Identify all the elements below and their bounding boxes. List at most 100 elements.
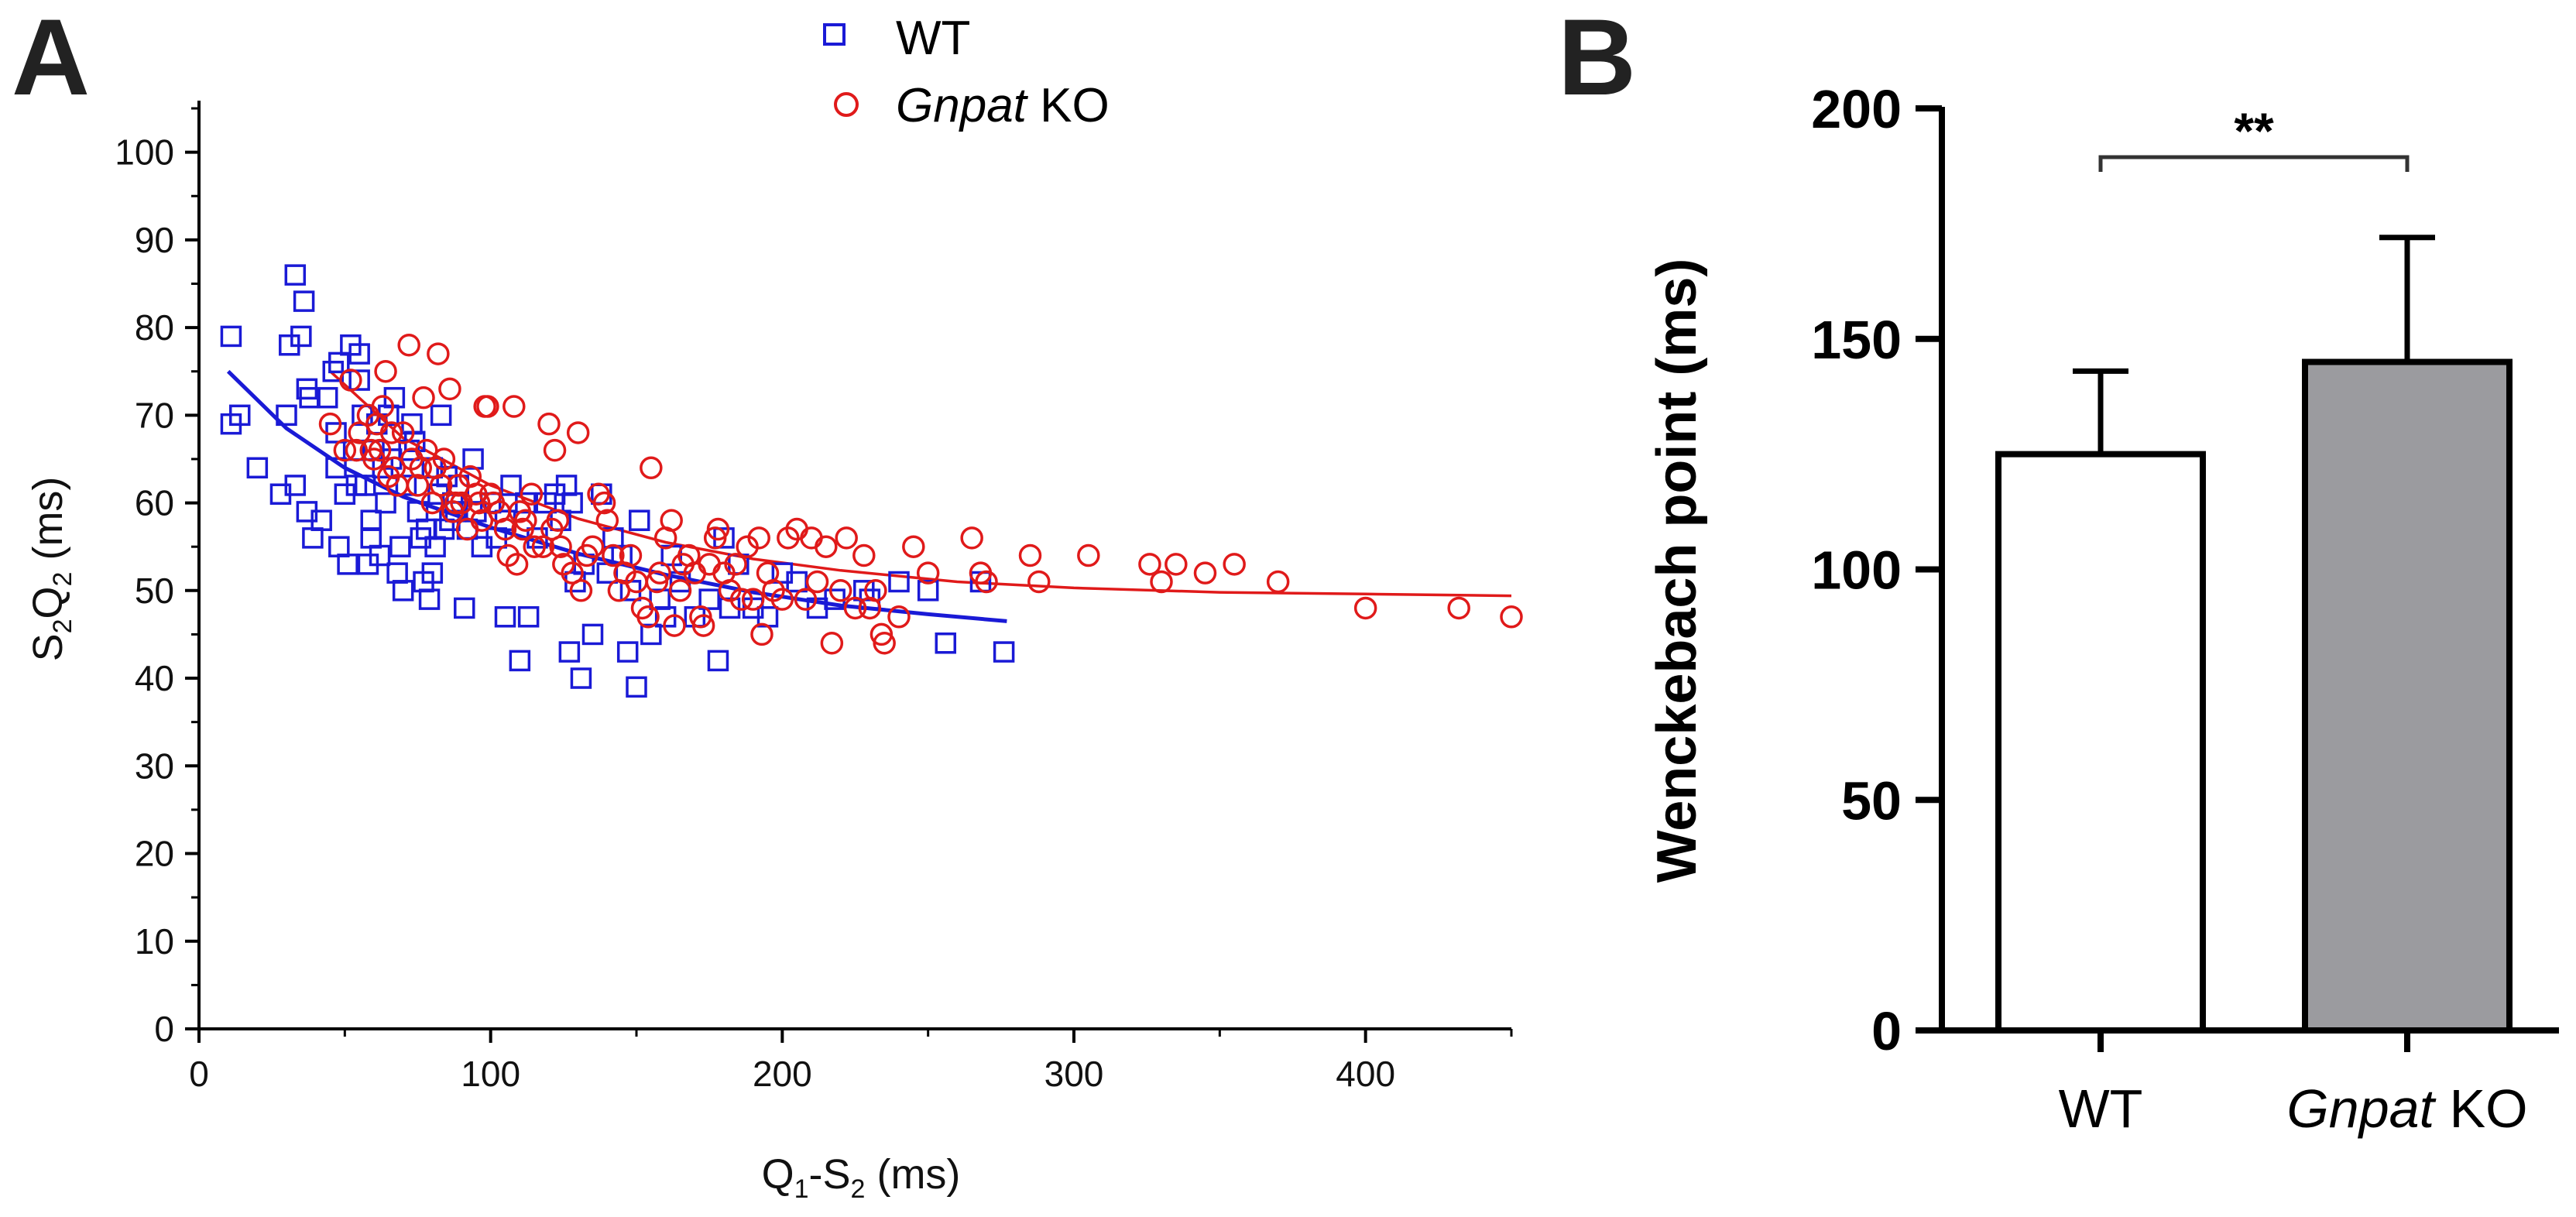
scatter-point-ko	[412, 386, 435, 410]
bar-y-tick-label: 200	[1811, 79, 1902, 139]
scatter-point-ko	[595, 509, 619, 532]
scatter-point-ko	[747, 526, 770, 550]
x-tick-label: 100	[461, 1054, 520, 1094]
scatter-point-wt	[395, 475, 417, 496]
bar-axis-ticks: 0 50 100 150 200 WT Gnpat KO	[1811, 79, 2527, 1139]
scatter-point-wt	[348, 343, 370, 365]
scatter-point-wt	[500, 475, 522, 496]
scatter-point-wt	[375, 492, 396, 514]
scatter-point-ko	[444, 491, 468, 515]
scatter-point-wt	[454, 597, 475, 619]
scatter-point-ko	[429, 474, 453, 497]
scatter-point-ko	[873, 632, 896, 655]
scatter-point-ko	[1500, 605, 1523, 629]
scatter-point-wt	[290, 325, 312, 348]
scatter-point-ko	[698, 553, 721, 576]
y-tick-label: 80	[135, 307, 174, 348]
bar-wt	[1995, 451, 2206, 1034]
scatter-x-axis-title: Q1-S2 (ms)	[762, 1151, 961, 1204]
scatter-point-wt	[698, 588, 720, 610]
scatter-point-wt	[707, 650, 729, 672]
scatter-y-axis-title: S2Q2 (ms)	[25, 477, 77, 662]
legend-label-wt: WT	[896, 12, 970, 65]
scatter-point-ko	[794, 588, 818, 611]
y-tick-label: 20	[135, 834, 174, 874]
x-tick-label: 200	[753, 1054, 812, 1094]
scatter-point-ko	[691, 614, 715, 637]
scatter-point-ko	[566, 421, 590, 444]
scatter-point-wt	[389, 536, 411, 557]
scatter-point-ko	[427, 342, 450, 365]
scatter-point-ko	[741, 588, 765, 611]
scatter-point-ko	[379, 421, 403, 444]
scatter-point-ko	[493, 517, 517, 541]
y-tick-label: 60	[135, 483, 174, 523]
x-tick-label: 400	[1336, 1054, 1395, 1094]
legend-marker-wt	[823, 23, 846, 46]
scatter-point-ko	[391, 421, 415, 444]
scatter-point-ko	[602, 543, 625, 567]
legend-label-ko: Gnpat KO	[896, 79, 1110, 132]
y-tick-label: 70	[135, 395, 174, 435]
y-tick-label: 90	[135, 220, 174, 260]
scatter-point-ko	[520, 482, 544, 506]
scatter-point-wt	[558, 641, 581, 663]
scatter-point-ko	[368, 438, 392, 462]
scatter-point-ko	[1266, 570, 1290, 594]
scatter-point-ko	[820, 632, 844, 655]
scatter-point-ko	[852, 543, 876, 567]
scatter-point-wt	[284, 264, 307, 286]
scatter-points	[220, 264, 1523, 698]
y-tick-label: 10	[135, 921, 174, 962]
scatter-point-wt	[517, 606, 540, 628]
scatter-point-ko	[397, 333, 420, 357]
scatter-point-ko	[960, 526, 983, 550]
scatter-point-wt	[629, 509, 650, 531]
scatter-point-ko	[333, 438, 357, 462]
x-tick-label: 300	[1044, 1054, 1104, 1094]
scatter-point-ko	[750, 622, 773, 646]
scatter-point-ko	[902, 535, 925, 558]
bar-category-label-wt: WT	[2059, 1078, 2143, 1139]
scatter-point-ko	[619, 543, 643, 567]
scatter-point-ko	[916, 561, 940, 585]
scatter-point-ko	[640, 456, 663, 480]
scatter-point-ko	[543, 438, 567, 462]
bar-y-axis-title: Wenckebach point (ms)	[1646, 259, 1708, 883]
scatter-point-wt	[246, 457, 269, 479]
scatter-point-ko	[537, 412, 561, 436]
bar-y-tick-label: 150	[1811, 310, 1902, 370]
scatter-point-wt	[369, 544, 391, 567]
bar-chart: 0 50 100 150 200 WT Gnpat KO Wenckebach point …	[1646, 79, 2559, 1139]
scatter-point-ko	[843, 596, 867, 620]
scatter-point-ko	[815, 535, 838, 558]
scatter-point-wt	[360, 509, 382, 531]
scatter-point-ko	[1027, 570, 1051, 594]
scatter-point-ko	[569, 579, 593, 602]
scatter-point-ko	[438, 377, 461, 401]
x-tick-label: 0	[189, 1054, 209, 1094]
scatter-point-wt	[220, 325, 242, 348]
scatter-point-ko	[828, 579, 852, 602]
scatter-point-wt	[494, 606, 516, 628]
scatter-point-ko	[348, 421, 371, 444]
significance-label: **	[2234, 102, 2274, 159]
scatter-point-ko	[648, 561, 671, 585]
scatter-point-ko	[864, 579, 887, 602]
significance-bracket: **	[2098, 102, 2410, 172]
scatter-point-ko	[668, 579, 692, 602]
scatter-point-ko	[1077, 543, 1100, 567]
scatter-point-ko	[835, 526, 858, 550]
scatter-point-wt	[392, 580, 414, 602]
scatter-point-ko	[1150, 570, 1173, 594]
scatter-point-ko	[561, 561, 584, 585]
scatter-point-wt	[430, 404, 452, 427]
scatter-point-ko	[531, 535, 555, 558]
scatter-point-wt	[360, 527, 382, 549]
scatter-point-ko	[729, 588, 753, 611]
scatter-point-ko	[1353, 596, 1377, 620]
panel-a-letter: A	[12, 0, 90, 118]
legend-marker-ko	[834, 92, 859, 117]
scatter-point-ko	[887, 605, 911, 629]
